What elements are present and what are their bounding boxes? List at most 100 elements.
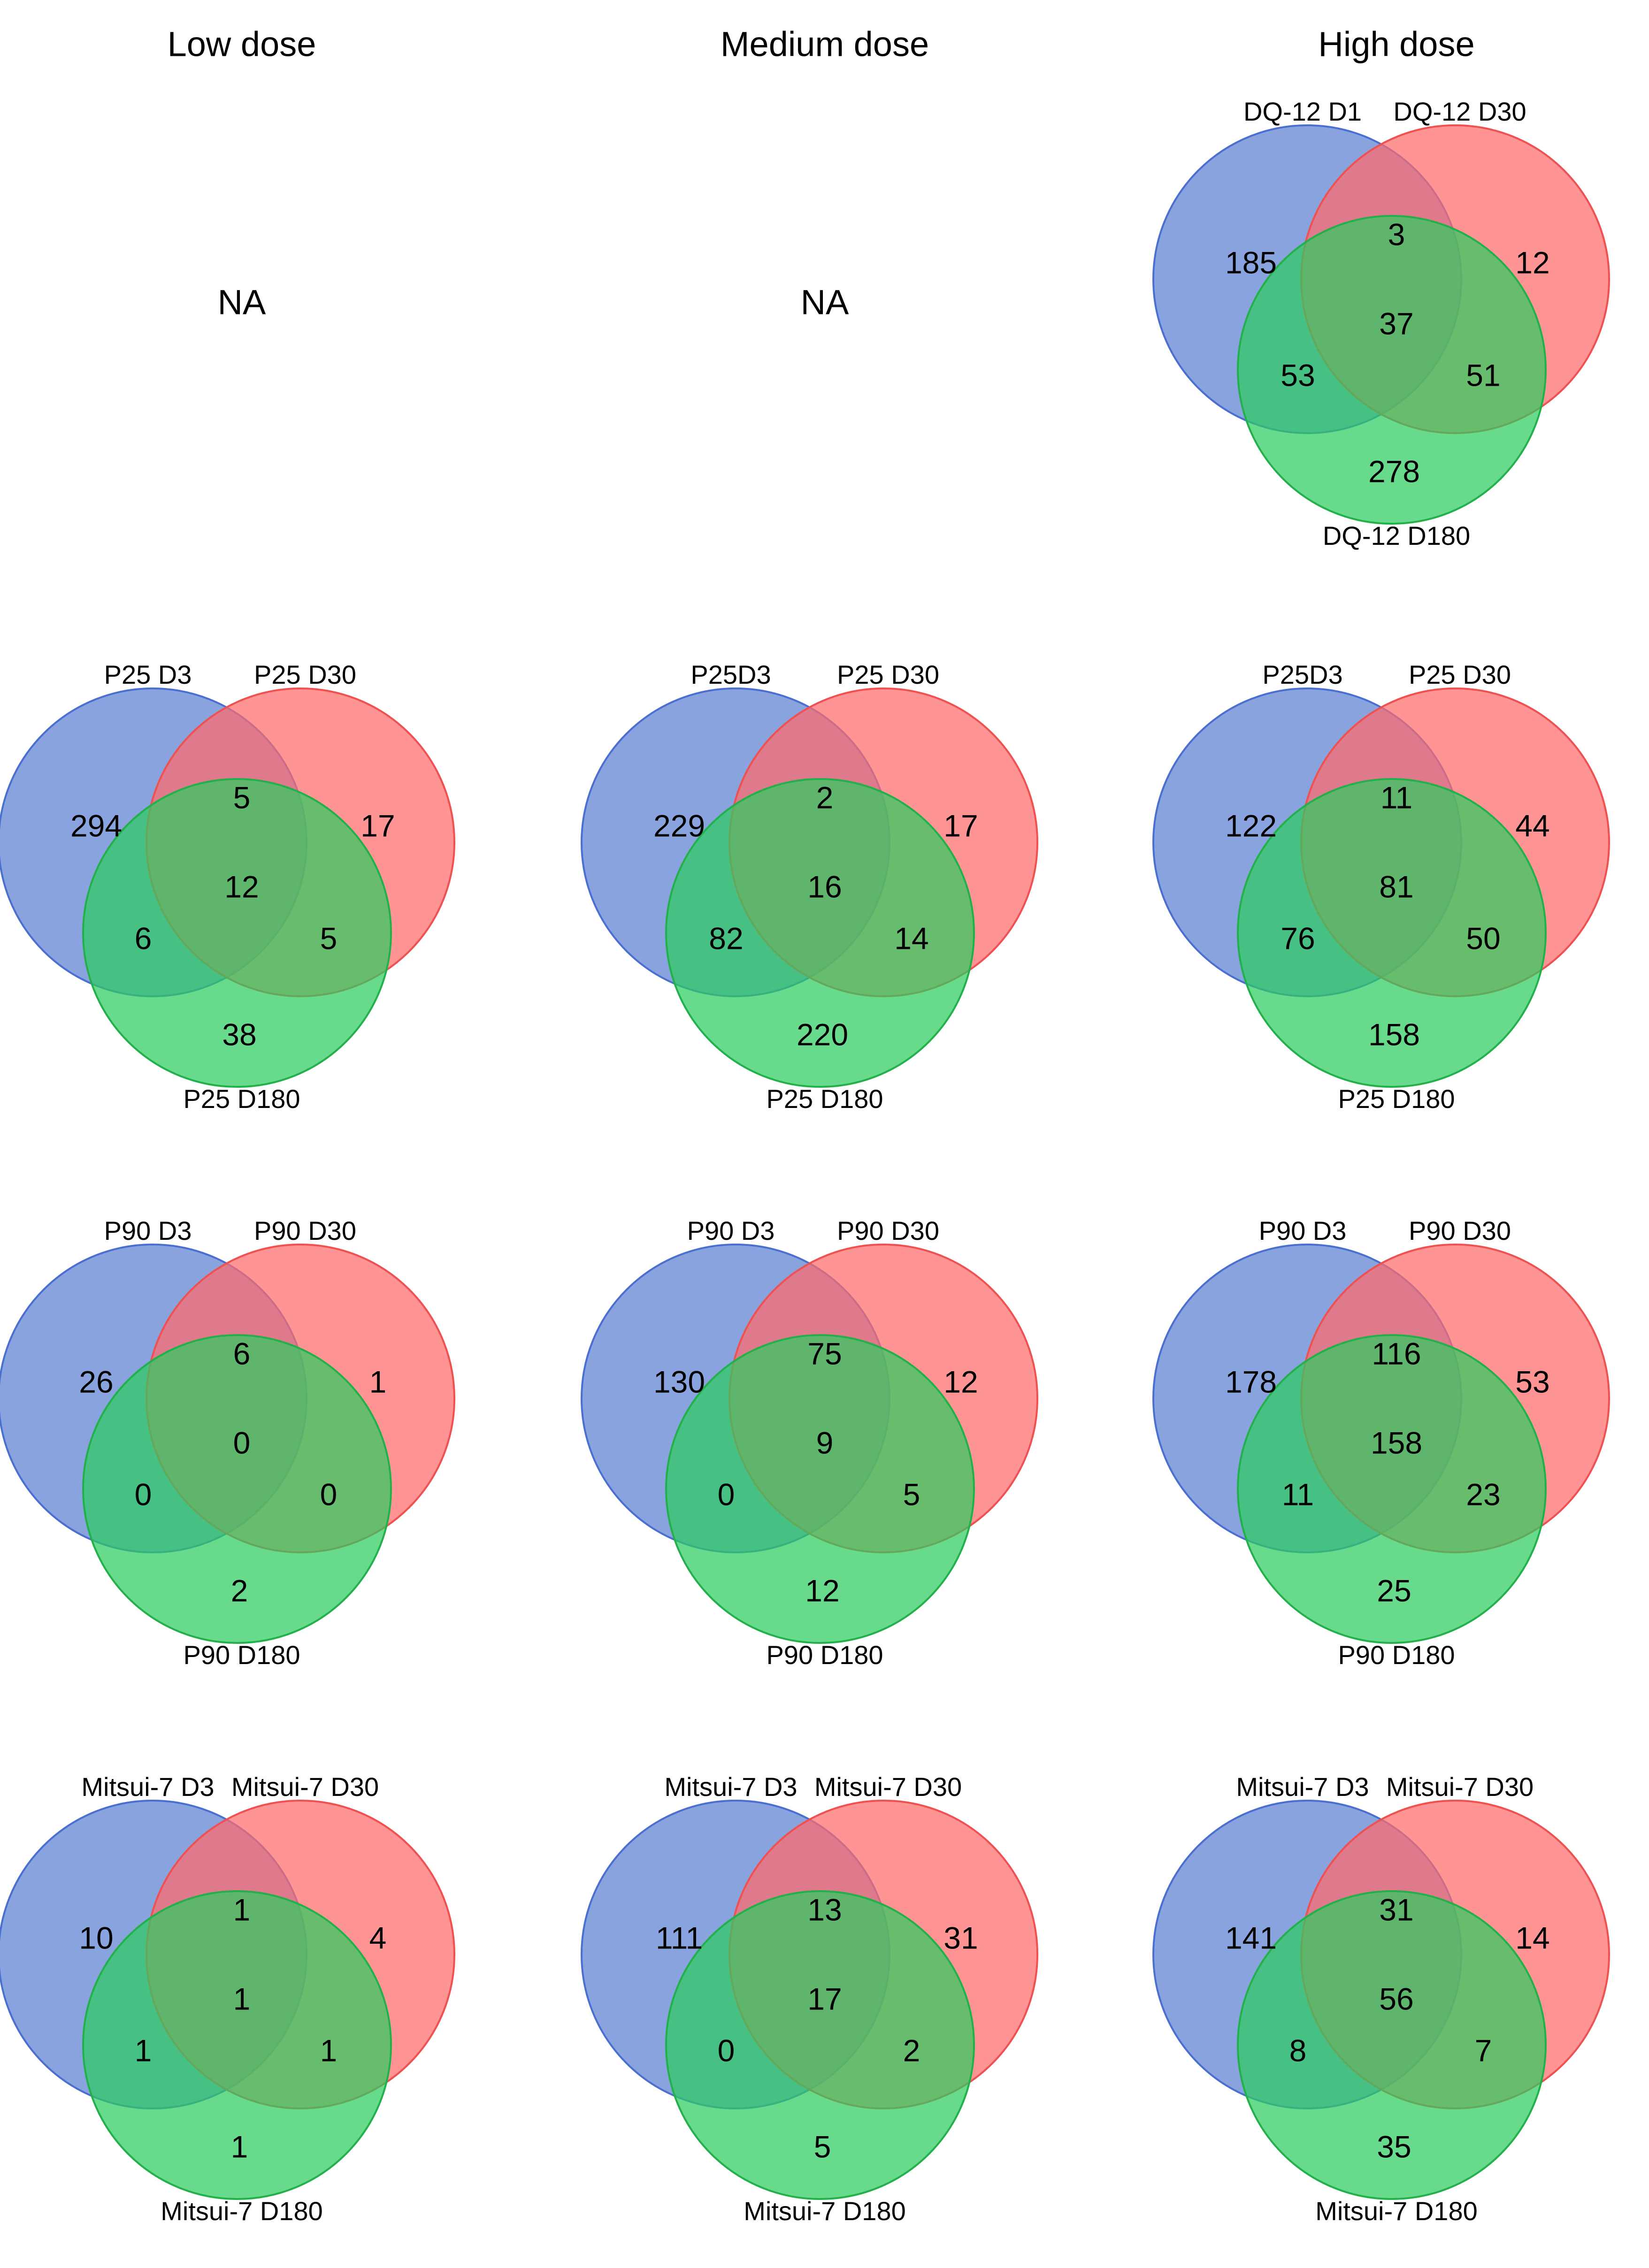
count-b-only: 53 [1515,1364,1549,1399]
set-label-c: Mitsui-7 D180 [161,2196,322,2226]
count-ab: 1 [233,1892,251,1927]
count-b-only: 44 [1515,808,1549,843]
count-ab: 5 [233,780,251,815]
count-abc: 37 [1379,306,1413,341]
count-ac: 0 [135,1477,152,1512]
set-label-a: P25D3 [690,660,771,689]
count-c-only: 278 [1368,454,1420,489]
set-label-a: Mitsui-7 D3 [1236,1772,1369,1802]
set-label-a: DQ-12 D1 [1243,97,1362,126]
count-c-only: 1 [231,2129,248,2164]
count-b-only: 4 [369,1920,387,1955]
count-ac: 6 [135,921,152,955]
count-abc: 56 [1379,1981,1413,2016]
count-bc: 50 [1466,921,1500,955]
count-abc: 17 [807,1981,842,2016]
set-label-b: P90 D30 [1409,1216,1511,1245]
count-a-only: 111 [656,1920,703,1955]
set-label-c: Mitsui-7 D180 [744,2196,905,2226]
set-label-a: P25 D3 [104,660,192,689]
count-ab: 11 [1381,780,1413,815]
count-a-only: 26 [79,1364,113,1399]
count-a-only: 10 [79,1920,113,1955]
count-a-only: 130 [653,1364,705,1399]
count-c-only: 35 [1377,2129,1411,2164]
count-abc: 16 [807,869,842,904]
set-label-c: Mitsui-7 D180 [1315,2196,1477,2226]
count-abc: 1 [233,1981,251,2016]
na-label: NA [801,283,849,322]
count-ac: 1 [135,2033,152,2068]
count-a-only: 229 [653,808,705,843]
count-ab: 75 [807,1336,842,1371]
venn-panel-r3-c3: P90 D3 P90 D30 P90 D180 178 53 25 116 11 23 158 [1152,1216,1610,1670]
set-label-b: Mitsui-7 D30 [814,1772,962,1802]
count-bc: 5 [903,1477,920,1512]
count-ab: 13 [807,1892,842,1927]
count-b-only: 1 [369,1364,387,1399]
venn-panel-r2-c3: P25D3 P25 D30 P25 D180 122 44 158 11 76 50 81 [1152,660,1610,1114]
circle-set-c [82,1334,392,1644]
count-ab: 31 [1379,1892,1413,1927]
column-headers: Low dose Medium dose High dose [168,25,1475,64]
set-label-a: Mitsui-7 D3 [81,1772,214,1802]
set-label-a: P90 D3 [687,1216,775,1245]
count-a-only: 185 [1225,245,1277,280]
circle-set-c [1237,1890,1547,2200]
count-bc: 0 [320,1477,337,1512]
venn-panel-r4-c1: Mitsui-7 D3 Mitsui-7 D30 Mitsui-7 D180 10 4 1… [0,1772,455,2226]
count-abc: 0 [233,1425,251,1460]
set-label-a: P25D3 [1262,660,1342,689]
count-c-only: 12 [805,1573,839,1608]
count-c-only: 2 [231,1573,248,1608]
count-b-only: 17 [943,808,978,843]
count-b-only: 31 [943,1920,978,1955]
circle-set-c [82,778,392,1088]
set-label-b: P25 D30 [1409,660,1511,689]
count-ab: 116 [1372,1336,1421,1371]
set-label-c: DQ-12 D180 [1323,521,1470,550]
count-c-only: 38 [222,1017,256,1052]
count-b-only: 17 [360,808,395,843]
count-ac: 0 [718,1477,735,1512]
count-bc: 7 [1475,2033,1492,2068]
set-label-b: P90 D30 [837,1216,939,1245]
count-ac: 0 [718,2033,735,2068]
circle-set-c [1237,215,1547,525]
venn-panel-r3-c2: P90 D3 P90 D30 P90 D180 130 12 12 75 0 5 9 [581,1216,1038,1670]
column-header-3: High dose [1318,25,1474,64]
count-ab: 2 [816,780,834,815]
count-c-only: 25 [1377,1573,1411,1608]
set-label-b: Mitsui-7 D30 [1386,1772,1534,1802]
column-header-1: Low dose [168,25,316,64]
circle-set-c [665,778,975,1088]
count-c-only: 5 [814,2129,831,2164]
venn-panel-r1-c2: NA [801,283,849,322]
venn-panel-r1-c1: NA [218,283,266,322]
count-abc: 158 [1371,1425,1422,1460]
count-a-only: 122 [1225,808,1277,843]
column-header-2: Medium dose [721,25,929,64]
venn-panel-r2-c2: P25D3 P25 D30 P25 D180 229 17 220 2 82 14 16 [581,660,1038,1114]
count-ac: 76 [1281,921,1315,955]
set-label-b: P90 D30 [254,1216,356,1245]
set-label-b: DQ-12 D30 [1393,97,1526,126]
count-a-only: 141 [1225,1920,1277,1955]
count-ab: 3 [1388,217,1405,252]
count-bc: 5 [320,921,337,955]
set-label-a: P90 D3 [1259,1216,1347,1245]
set-label-c: P90 D180 [1338,1640,1455,1670]
count-bc: 14 [894,921,928,955]
set-label-a: Mitsui-7 D3 [664,1772,797,1802]
count-a-only: 178 [1225,1364,1277,1399]
venn-panel-r2-c1: P25 D3 P25 D30 P25 D180 294 17 38 5 6 5 12 [0,660,455,1114]
set-label-b: P25 D30 [254,660,356,689]
count-ac: 53 [1281,358,1315,392]
set-label-c: P25 D180 [183,1084,300,1114]
count-ac: 8 [1289,2033,1307,2068]
set-label-c: P25 D180 [1338,1084,1455,1114]
count-bc: 1 [320,2033,337,2068]
